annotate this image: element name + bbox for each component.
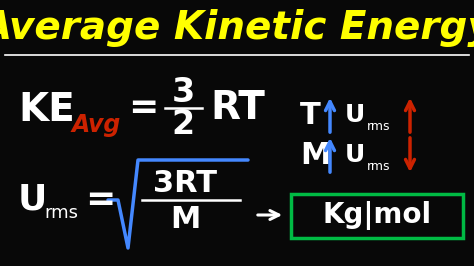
Text: Kg|mol: Kg|mol [322, 202, 431, 231]
Text: U: U [345, 103, 365, 127]
Text: U: U [345, 143, 365, 167]
Text: =: = [128, 91, 158, 125]
Text: T: T [300, 101, 321, 130]
Text: rms: rms [367, 160, 391, 173]
Text: rms: rms [367, 120, 391, 134]
Text: RT: RT [210, 89, 265, 127]
Text: 3RT: 3RT [153, 168, 217, 197]
Text: M: M [300, 140, 330, 169]
Text: Avg: Avg [72, 113, 121, 137]
Text: M: M [170, 206, 200, 235]
Text: Average Kinetic Energy: Average Kinetic Energy [0, 9, 474, 47]
Text: KE: KE [18, 91, 75, 129]
Text: 3: 3 [172, 77, 195, 110]
Text: 2: 2 [172, 107, 194, 140]
Text: U: U [18, 183, 47, 217]
Text: =: = [85, 183, 115, 217]
Text: rms: rms [44, 204, 78, 222]
